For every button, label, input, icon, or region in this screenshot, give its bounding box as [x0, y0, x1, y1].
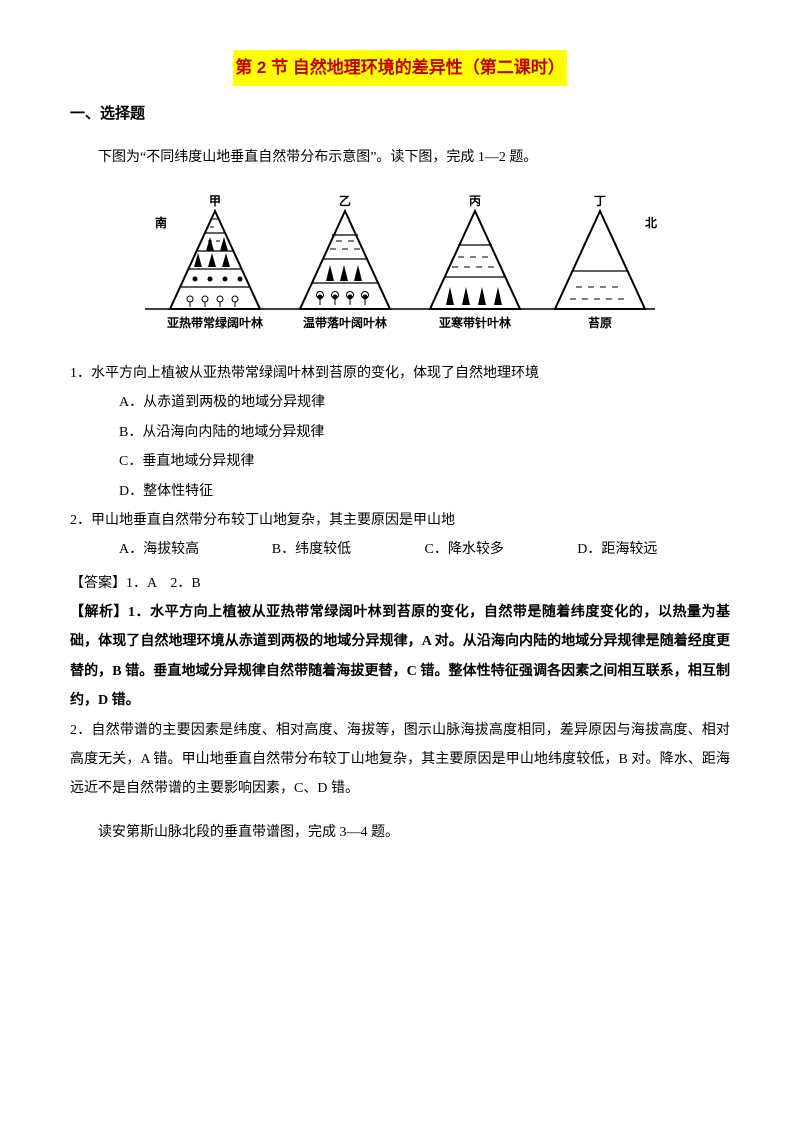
explanation-2: 2．自然带谱的主要因素是纬度、相对高度、海拔等，图示山脉海拔高度相同，差异原因与…	[70, 716, 730, 804]
figure-mountains: 南 北 甲	[70, 187, 730, 353]
svg-text:亚热带常绿阔叶林: 亚热带常绿阔叶林	[167, 315, 263, 330]
q1-stem: 1．水平方向上植被从亚热带常绿阔叶林到苔原的变化，体现了自然地理环境	[70, 359, 730, 388]
mountain-4: 丁	[555, 194, 645, 309]
q1-opt-d: D．整体性特征	[119, 477, 730, 506]
mountain-1: 甲	[170, 194, 260, 309]
q1-opt-b: B．从沿海向内陆的地域分异规律	[119, 418, 730, 447]
svg-text:甲: 甲	[209, 194, 221, 208]
south-label: 南	[155, 215, 167, 230]
north-label: 北	[645, 215, 657, 230]
q2-opt-c: C．降水较多	[425, 535, 578, 564]
answers: 【答案】1．A 2．B	[70, 569, 730, 598]
svg-text:温带落叶阔叶林: 温带落叶阔叶林	[303, 315, 387, 330]
svg-text:亚寒带针叶林: 亚寒带针叶林	[439, 315, 511, 330]
intro-text-1: 下图为“不同纬度山地垂直自然带分布示意图”。读下图，完成 1—2 题。	[70, 143, 730, 172]
svg-text:乙: 乙	[339, 194, 351, 208]
svg-text:丙: 丙	[469, 194, 481, 208]
question-1: 1．水平方向上植被从亚热带常绿阔叶林到苔原的变化，体现了自然地理环境 A．从赤道…	[70, 359, 730, 506]
mountain-2: 乙	[300, 194, 390, 309]
question-2: 2．甲山地垂直自然带分布较丁山地复杂，其主要原因是甲山地 A．海拔较高 B．纬度…	[70, 506, 730, 565]
mountain-3: 丙	[430, 194, 520, 309]
section-heading: 一、选择题	[70, 98, 730, 130]
q2-opt-d: D．距海较远	[577, 535, 730, 564]
q1-opt-c: C．垂直地域分异规律	[119, 447, 730, 476]
svg-text:苔原: 苔原	[588, 315, 612, 330]
svg-text:丁: 丁	[594, 194, 606, 208]
intro-text-2: 读安第斯山脉北段的垂直带谱图，完成 3—4 题。	[70, 818, 730, 847]
q2-opt-a: A．海拔较高	[119, 535, 272, 564]
explanation-1: 【解析】1．水平方向上植被从亚热带常绿阔叶林到苔原的变化，自然带是随着纬度变化的…	[70, 598, 730, 716]
q2-stem: 2．甲山地垂直自然带分布较丁山地复杂，其主要原因是甲山地	[70, 506, 730, 535]
page-title: 第 2 节 自然地理环境的差异性（第二课时）	[233, 50, 567, 86]
q1-opt-a: A．从赤道到两极的地域分异规律	[119, 388, 730, 417]
q2-opt-b: B．纬度较低	[272, 535, 425, 564]
